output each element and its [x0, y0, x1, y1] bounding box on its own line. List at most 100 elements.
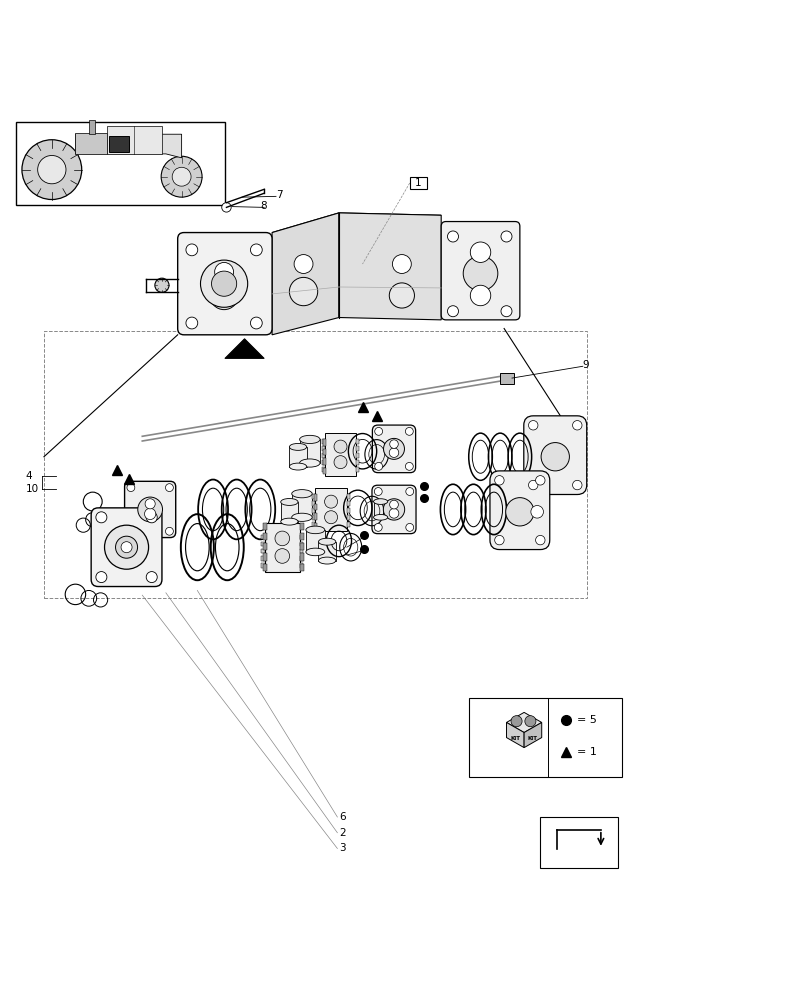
Text: 6: 6	[339, 812, 346, 822]
Circle shape	[501, 231, 512, 242]
Bar	[263, 564, 267, 571]
Circle shape	[165, 484, 173, 492]
Text: 10: 10	[26, 484, 39, 494]
Text: 3: 3	[339, 843, 346, 853]
Bar	[322, 467, 325, 472]
Circle shape	[334, 456, 347, 469]
Circle shape	[147, 572, 158, 583]
Bar	[300, 563, 303, 568]
Polygon shape	[507, 712, 541, 733]
Polygon shape	[76, 133, 107, 154]
Circle shape	[334, 440, 347, 453]
Circle shape	[138, 497, 162, 522]
Ellipse shape	[292, 513, 312, 521]
Bar	[323, 449, 326, 455]
Bar	[89, 120, 95, 134]
Bar	[306, 530, 325, 552]
Bar	[110, 136, 129, 152]
FancyBboxPatch shape	[372, 485, 416, 534]
Text: KIT: KIT	[528, 736, 538, 741]
Bar	[300, 535, 303, 539]
Circle shape	[506, 498, 534, 526]
Circle shape	[495, 476, 504, 485]
Bar	[263, 533, 267, 540]
Bar	[322, 453, 325, 458]
Circle shape	[463, 256, 498, 291]
Bar	[322, 439, 325, 444]
Bar	[314, 513, 317, 520]
Circle shape	[210, 281, 238, 310]
Circle shape	[573, 421, 582, 430]
Circle shape	[294, 255, 313, 273]
Circle shape	[448, 306, 459, 317]
Bar	[314, 504, 317, 510]
Bar	[347, 522, 350, 527]
Polygon shape	[272, 213, 441, 235]
Bar	[318, 542, 336, 561]
Bar	[262, 542, 265, 546]
Circle shape	[186, 244, 198, 256]
Circle shape	[186, 317, 198, 329]
Text: KIT: KIT	[511, 736, 520, 741]
Text: 9: 9	[583, 360, 589, 370]
Bar	[469, 698, 622, 777]
Bar	[312, 494, 315, 499]
Circle shape	[389, 283, 414, 308]
Ellipse shape	[289, 443, 307, 450]
Text: 7: 7	[276, 190, 283, 200]
Circle shape	[390, 440, 398, 448]
Circle shape	[127, 484, 135, 492]
Ellipse shape	[374, 514, 388, 520]
Circle shape	[211, 271, 236, 296]
Circle shape	[172, 167, 191, 186]
FancyBboxPatch shape	[373, 425, 415, 473]
Circle shape	[573, 480, 582, 490]
Circle shape	[470, 242, 491, 262]
FancyBboxPatch shape	[490, 471, 550, 550]
Circle shape	[200, 260, 247, 307]
Bar	[289, 447, 307, 467]
Bar	[263, 523, 267, 530]
Bar	[314, 494, 317, 501]
Ellipse shape	[318, 557, 336, 564]
Circle shape	[105, 525, 149, 569]
Bar	[356, 439, 359, 444]
Ellipse shape	[292, 490, 312, 498]
Bar	[312, 522, 315, 527]
Polygon shape	[225, 339, 264, 358]
Bar	[312, 501, 315, 506]
Circle shape	[325, 511, 337, 524]
Bar	[323, 468, 326, 474]
Circle shape	[529, 480, 538, 490]
Circle shape	[374, 523, 382, 531]
Circle shape	[529, 421, 538, 430]
Ellipse shape	[299, 435, 320, 444]
Ellipse shape	[281, 518, 298, 525]
Bar	[323, 458, 326, 465]
Ellipse shape	[281, 499, 298, 505]
Polygon shape	[107, 126, 162, 154]
FancyBboxPatch shape	[177, 233, 272, 335]
Circle shape	[375, 462, 383, 470]
Bar	[17, 122, 225, 205]
Circle shape	[127, 527, 135, 535]
Circle shape	[448, 231, 459, 242]
FancyBboxPatch shape	[91, 508, 162, 587]
FancyBboxPatch shape	[125, 481, 176, 538]
Ellipse shape	[289, 463, 307, 470]
Bar	[347, 494, 350, 499]
Ellipse shape	[155, 278, 169, 292]
Circle shape	[389, 500, 399, 509]
Bar	[44, 331, 587, 598]
Bar	[347, 501, 350, 506]
Text: 1: 1	[415, 178, 422, 188]
Text: 8: 8	[260, 201, 267, 211]
Ellipse shape	[306, 548, 325, 556]
Text: 2: 2	[339, 828, 346, 838]
Circle shape	[162, 156, 202, 197]
Bar	[300, 533, 304, 540]
Bar	[300, 553, 304, 561]
Bar	[300, 564, 304, 571]
Bar	[292, 494, 312, 517]
Bar	[262, 563, 265, 568]
